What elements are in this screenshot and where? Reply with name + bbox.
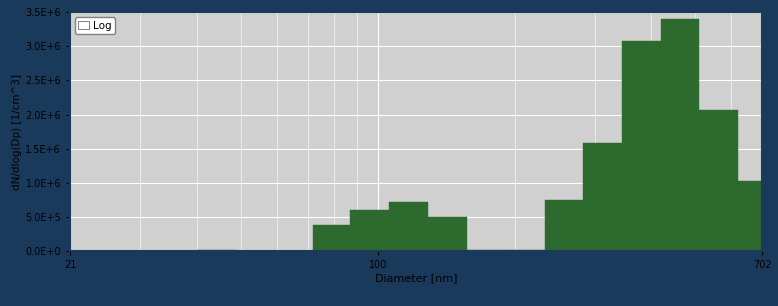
Bar — [313, 225, 350, 251]
Bar — [545, 200, 584, 251]
Legend: Log: Log — [75, 17, 114, 34]
Bar — [738, 181, 762, 251]
Bar — [661, 19, 699, 251]
Bar — [699, 110, 738, 251]
Y-axis label: dN/dlog(Dp) [1/cm^3]: dN/dlog(Dp) [1/cm^3] — [12, 73, 23, 190]
Bar — [776, 239, 778, 251]
Bar — [428, 217, 467, 251]
Bar — [506, 250, 545, 251]
Bar — [350, 210, 390, 251]
Bar — [390, 202, 428, 251]
Bar — [467, 250, 506, 251]
Bar — [762, 220, 776, 251]
Bar — [622, 41, 661, 251]
Bar — [584, 143, 622, 251]
X-axis label: Diameter [nm]: Diameter [nm] — [375, 273, 457, 283]
Bar — [197, 250, 237, 251]
